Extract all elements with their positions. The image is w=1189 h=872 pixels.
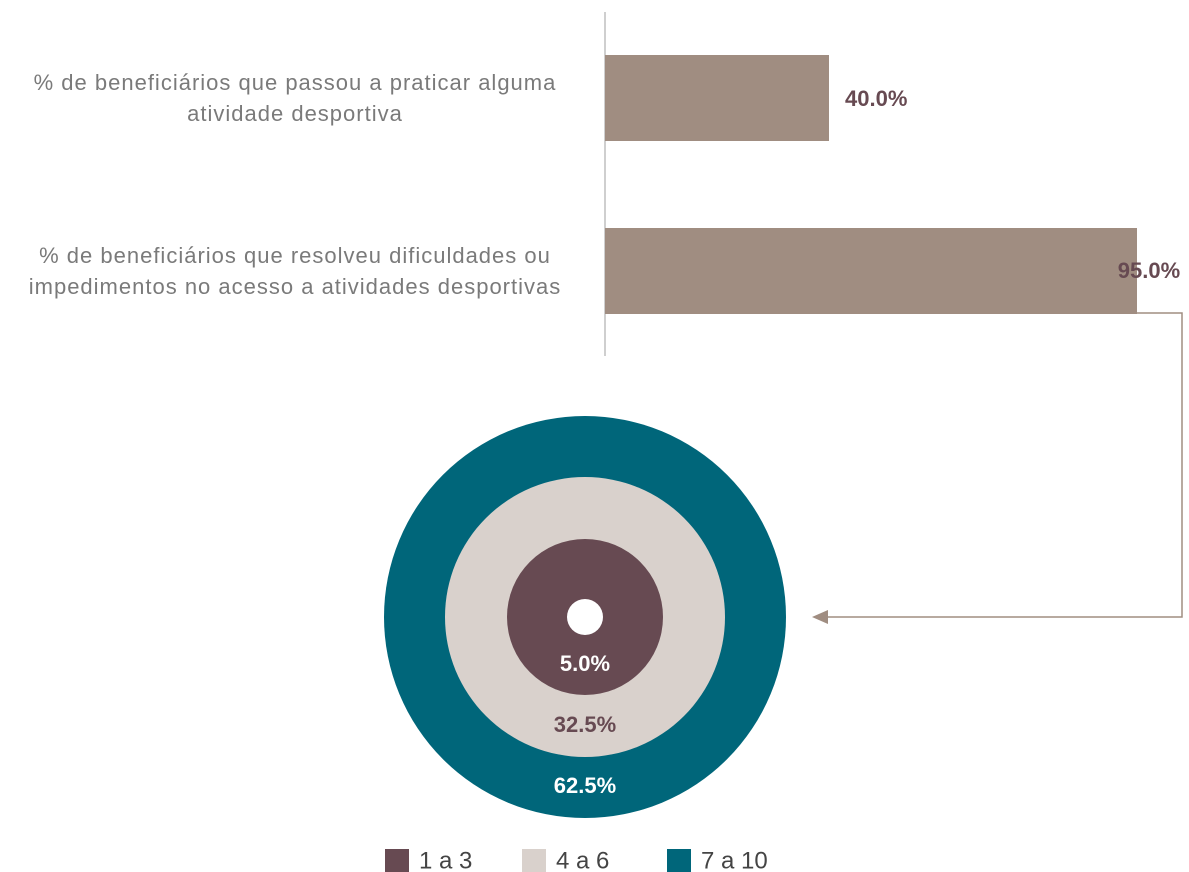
legend-swatch (667, 849, 691, 872)
center-hole (567, 599, 603, 635)
bar (605, 55, 829, 141)
category-label: % de beneficiários que resolveu dificuld… (28, 243, 562, 299)
value-label: 32.5% (554, 712, 616, 737)
arrow-head (812, 610, 828, 624)
legend-label: 4 a 6 (556, 847, 609, 872)
category-label: % de beneficiários que passou a praticar… (33, 70, 557, 126)
legend-swatch (522, 849, 546, 872)
legend-label: 1 a 3 (419, 847, 472, 872)
legend-swatch (385, 849, 409, 872)
value-label: 40.0% (845, 86, 907, 111)
legend-label: 7 a 10 (701, 847, 768, 872)
value-label: 62.5% (554, 773, 616, 798)
connector (826, 312, 1183, 618)
bar (605, 228, 1137, 314)
value-label: 95.0% (1118, 258, 1180, 283)
value-label: 5.0% (560, 651, 610, 676)
